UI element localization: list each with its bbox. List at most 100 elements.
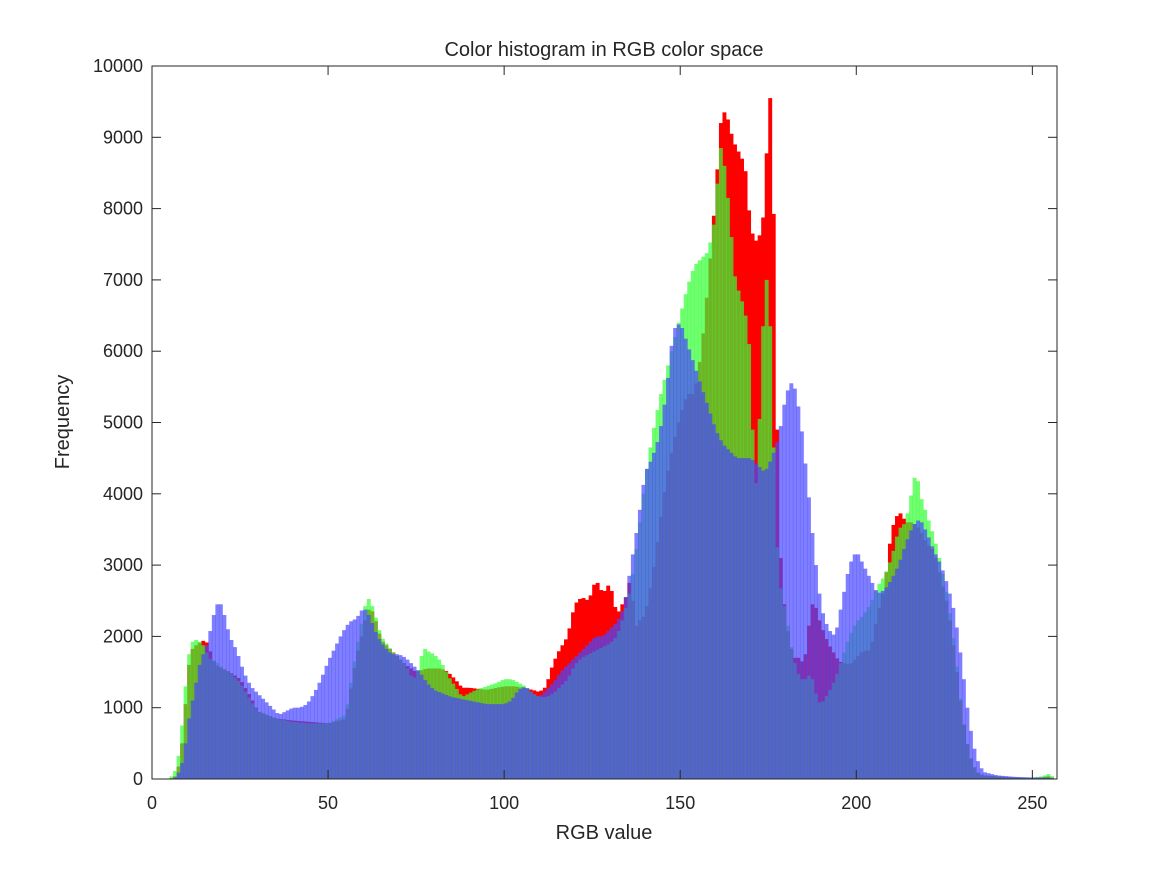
histogram-bar [905,539,910,779]
histogram-bar [225,629,230,779]
histogram-bar [363,609,368,779]
histogram-bar [1032,777,1037,779]
histogram-bar [247,682,251,779]
histogram-bar [514,692,519,779]
y-tick-label: 4000 [103,484,143,504]
x-tick-label: 250 [1017,793,1047,813]
histogram-bar [803,463,808,779]
histogram-bar [645,468,649,779]
histogram-bar [169,776,174,779]
histogram-bar [201,654,206,779]
histogram-bar [1046,777,1051,779]
histogram-bar [553,680,558,779]
histogram-bar [285,710,290,779]
histogram-bar [986,773,991,779]
histogram-bar [472,701,477,779]
histogram-bar [183,743,188,779]
histogram-bar [849,561,854,779]
histogram-bar [821,613,825,779]
histogram-bar [268,705,273,779]
histogram-bar [835,627,840,779]
histogram-bar [704,402,709,779]
histogram-bar [993,774,998,779]
histogram-bar [366,615,371,779]
histogram-bar [402,656,406,779]
histogram-bar [433,690,438,779]
histogram-bar [306,701,311,779]
histogram-bar [1000,775,1005,779]
histogram-bar [409,663,413,779]
histogram-bar [180,762,185,779]
histogram-bar [799,431,804,779]
histogram-bar [278,713,283,779]
y-tick-label: 6000 [103,341,143,361]
histogram-bar [877,592,882,779]
histogram-bar [602,634,607,779]
histogram-bar [669,345,674,779]
histogram-bar [824,623,829,779]
histogram-bar [571,659,575,779]
histogram-bar [627,575,632,779]
histogram-bar [317,682,322,779]
histogram-bar [173,770,178,779]
histogram-bar [539,695,544,779]
histogram-bar [303,705,308,779]
histogram-bar [916,520,921,779]
histogram-bar [532,694,537,779]
histogram-bar [423,680,428,779]
histogram-bar [806,497,811,779]
histogram-bar [673,328,678,779]
x-tick-label: 50 [318,793,338,813]
histogram-bar [292,707,297,779]
histogram-bar [733,456,737,779]
histogram-bar [997,775,1002,779]
histogram-bar [359,610,364,779]
histogram-bar [236,656,241,779]
y-tick-label: 9000 [103,127,143,147]
histogram-bar [574,656,579,779]
histogram-bar [218,604,223,779]
histogram-bar [606,631,611,779]
histogram-bar [965,707,970,779]
histogram-bar [983,772,987,779]
y-tick-label: 5000 [103,413,143,433]
histogram-bar [613,623,618,779]
histogram-bar [711,424,716,779]
histogram-bar [528,691,533,779]
histogram-bar [437,692,442,779]
histogram-bar [652,452,656,779]
histogram-bar [873,590,878,779]
histogram-bar [461,699,466,779]
histogram-bar [521,687,526,779]
histogram-bar [863,568,868,779]
histogram-bar [176,772,181,779]
histogram-bar [535,696,540,779]
y-tick-label: 10000 [93,56,143,76]
histogram-bar [990,774,995,779]
histogram-bar [648,461,653,779]
histogram-bar [556,674,561,779]
histogram-bar [560,670,565,779]
histogram-bar [194,682,199,779]
histogram-bar [475,702,480,779]
histogram-bar [1028,777,1033,779]
histogram-bar [884,587,889,779]
histogram-bar [1007,776,1012,779]
histogram-bar [947,593,952,779]
histogram-bar [299,706,304,779]
histogram-bar [761,470,766,779]
histogram-bar [197,664,202,779]
histogram-bar [211,615,216,779]
histogram-bar [736,458,741,779]
histogram-bar [349,621,354,779]
histogram-bar [701,392,706,779]
histogram-bar [296,707,301,779]
histogram-bar [944,581,949,779]
histogram-bar [377,639,382,779]
chart-title: Color histogram in RGB color space [444,39,763,61]
histogram-bar [768,461,773,779]
histogram-bar [951,607,956,779]
histogram-bar [933,554,938,779]
histogram-bar [370,623,375,779]
